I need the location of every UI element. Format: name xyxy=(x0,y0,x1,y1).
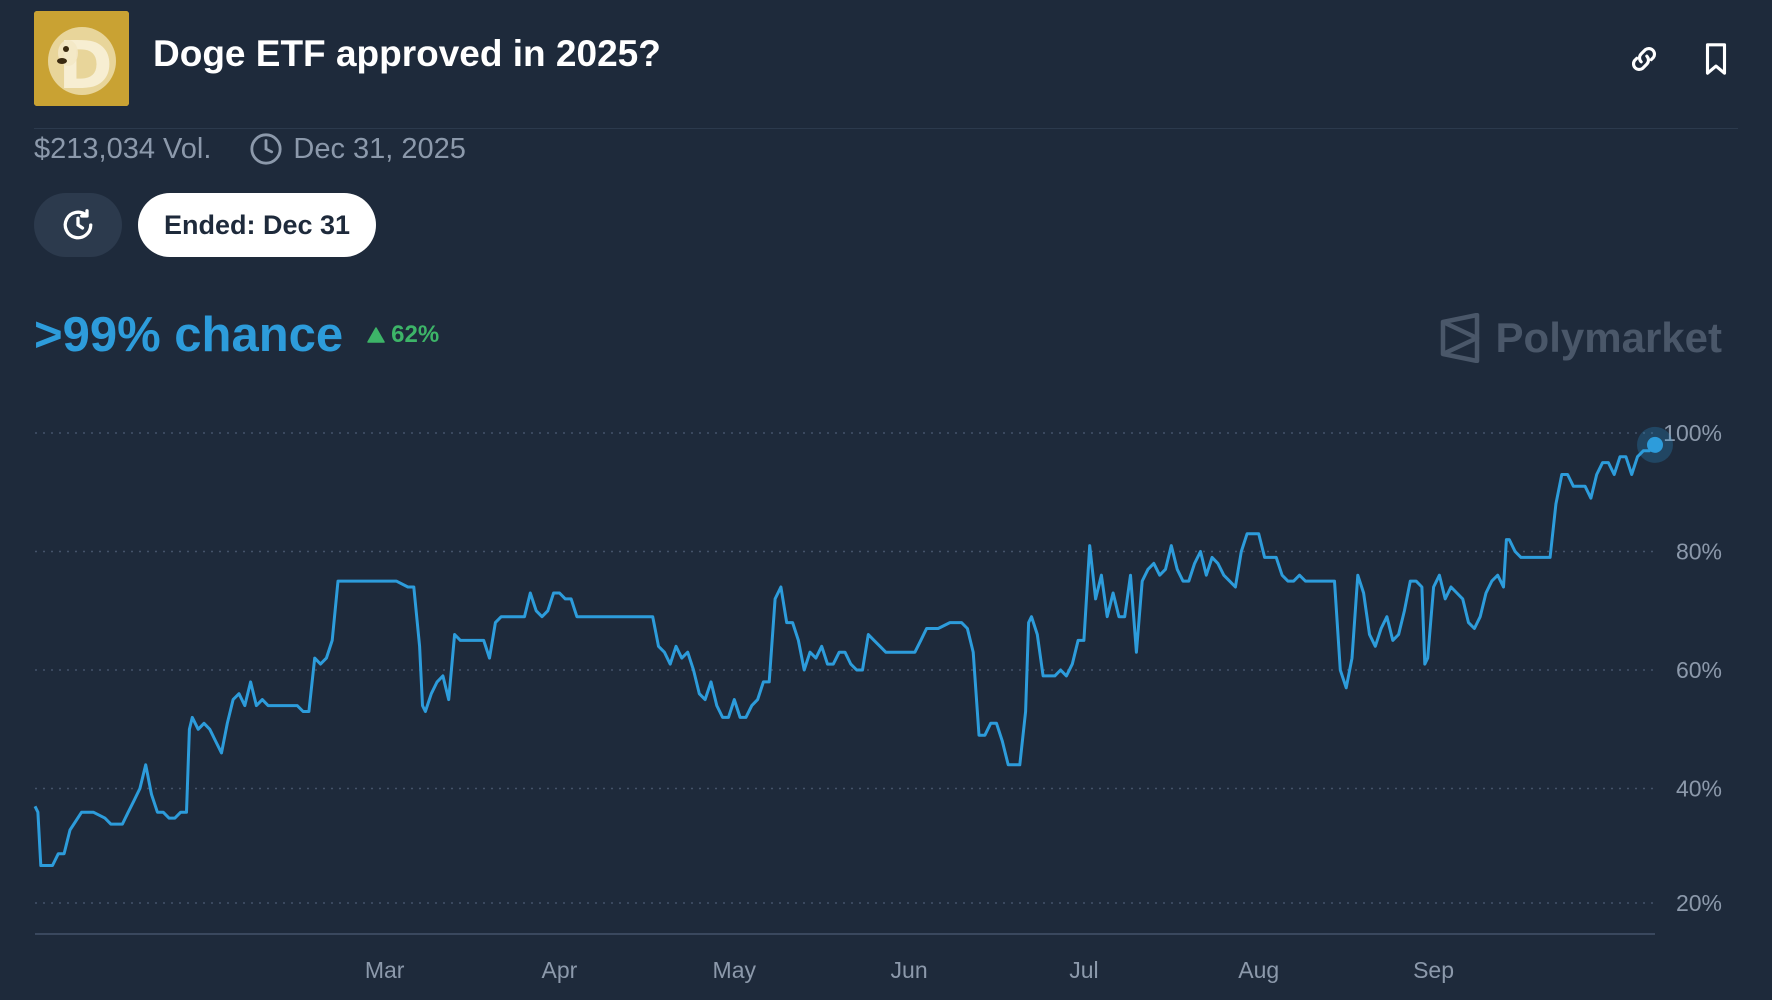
x-tick-label: Jun xyxy=(891,957,928,983)
probability-series-line xyxy=(33,443,1657,867)
ended-date-pill[interactable]: Ended: Dec 31 xyxy=(138,193,377,257)
probability-row: >99% chance 62% xyxy=(34,300,439,370)
y-tick-label: 100% xyxy=(1663,420,1722,446)
volume-text: $213,034 Vol. xyxy=(34,132,212,165)
x-tick-label: Apr xyxy=(542,957,578,983)
y-tick-label: 80% xyxy=(1676,539,1722,565)
end-date-text: Dec 31, 2025 xyxy=(293,132,466,165)
chance-label: >99% chance xyxy=(34,308,344,362)
x-tick-label: Aug xyxy=(1238,957,1279,983)
header-divider xyxy=(34,128,1738,129)
doge-coin-icon: D xyxy=(34,11,129,106)
link-icon xyxy=(1631,46,1657,72)
copy-link-button[interactable] xyxy=(1624,39,1664,79)
market-meta: $213,034 Vol. Dec 31, 2025 xyxy=(34,130,466,168)
x-tick-label: Mar xyxy=(365,957,405,983)
x-axis-ticks: Mar Apr May Jun Jul Aug Sep xyxy=(365,957,1454,983)
polymarket-logo-icon xyxy=(1440,313,1479,363)
market-title: Doge ETF approved in 2025? xyxy=(153,33,661,74)
clock-icon xyxy=(250,133,282,165)
history-button[interactable] xyxy=(34,193,122,257)
bookmark-button[interactable] xyxy=(1696,39,1736,79)
market-header: D Doge ETF approved in 2025? xyxy=(34,11,1738,106)
polymarket-brand: Polymarket xyxy=(1495,314,1722,361)
history-icon xyxy=(63,209,93,240)
price-history-chart: 100% 80% 60% 40% 20% Mar Apr May Jun Jul Aug Sep xyxy=(33,420,1722,983)
chart-grid xyxy=(35,432,1655,904)
y-tick-label: 40% xyxy=(1676,776,1722,802)
triangle-up-icon xyxy=(367,327,385,343)
bookmark-icon xyxy=(1705,43,1727,75)
x-tick-label: Sep xyxy=(1413,957,1454,983)
y-tick-label: 60% xyxy=(1676,657,1722,683)
doge-logo-graphic: D xyxy=(34,11,129,106)
x-tick-label: May xyxy=(713,957,757,983)
x-tick-label: Jul xyxy=(1069,957,1098,983)
y-tick-label: 20% xyxy=(1676,890,1722,916)
market-controls: Ended: Dec 31 xyxy=(34,193,377,257)
polymarket-watermark: Polymarket xyxy=(1438,308,1722,368)
end-point-marker xyxy=(1647,436,1663,453)
change-value: 62% xyxy=(391,321,440,348)
change-badge: 62% xyxy=(367,321,439,349)
y-axis-ticks: 100% 80% 60% 40% 20% xyxy=(1663,420,1722,916)
